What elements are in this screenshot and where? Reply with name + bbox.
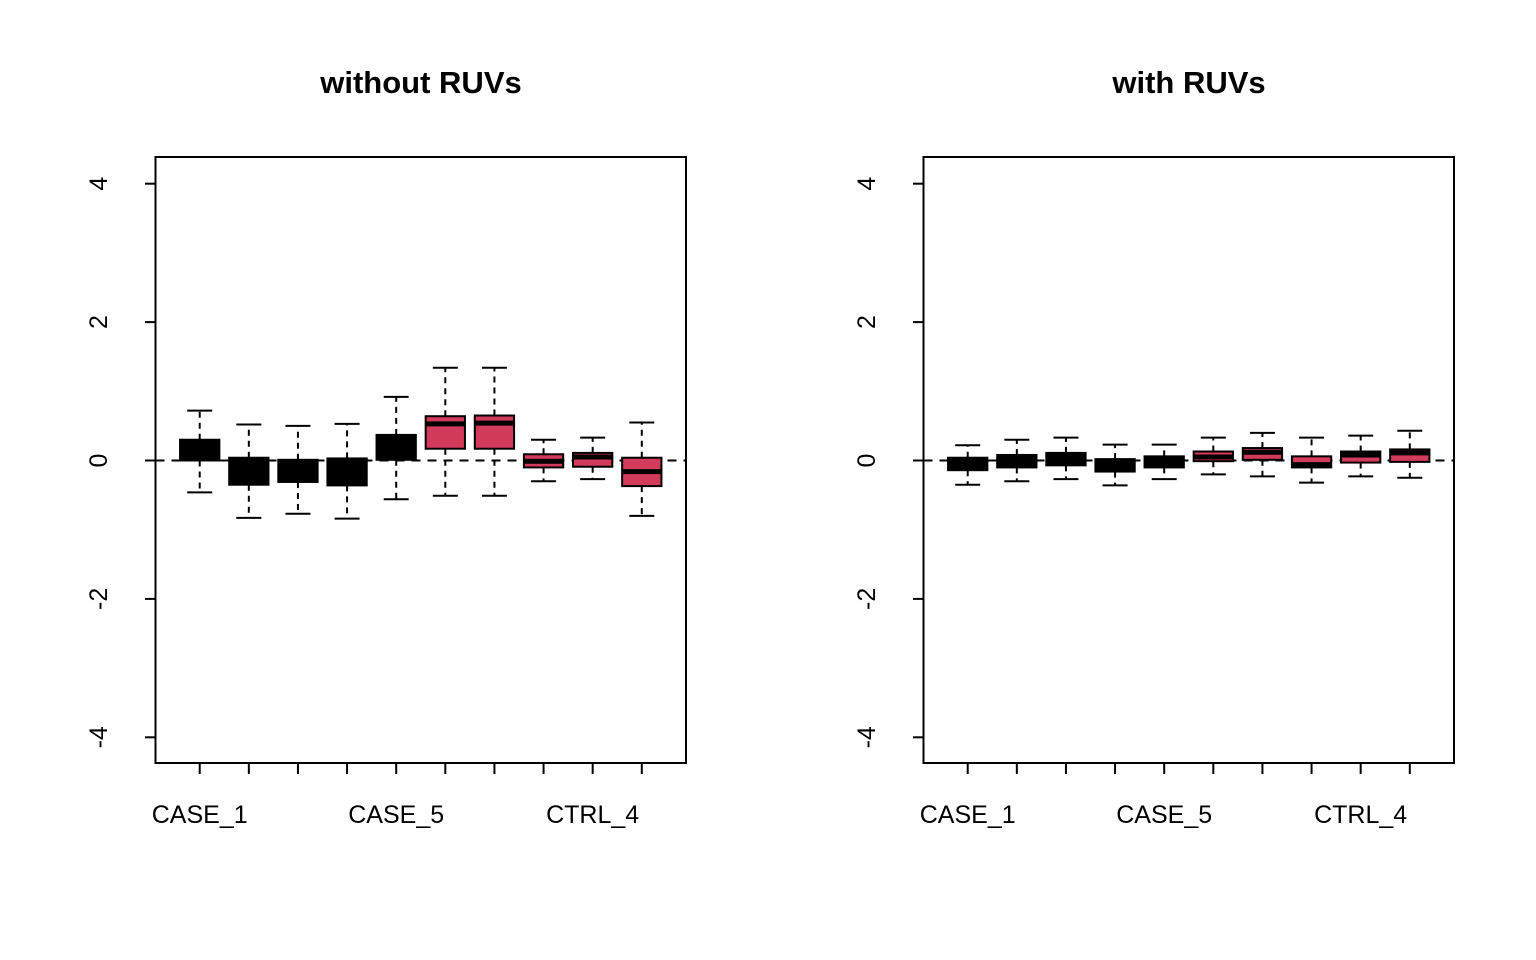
panel-with-ruvs: with RUVs -4 -2 0 2 4 CASE_1 CASE_5 CTRL_4 bbox=[768, 0, 1536, 960]
x-axis-tick-label: CASE_5 bbox=[1116, 801, 1212, 829]
box-ctrl-10 bbox=[621, 421, 663, 517]
chart-title-without-ruvs: without RUVs bbox=[319, 65, 522, 100]
box-case-4 bbox=[1094, 443, 1136, 487]
boxplot-without-ruvs-svg: without RUVs -4 -2 0 2 4 CASE_1 CASE_5 CTRL_4 bbox=[85, 65, 687, 829]
box-case-3 bbox=[277, 424, 319, 515]
x-axis-tick-label: CASE_5 bbox=[348, 801, 444, 829]
box-case-5 bbox=[1143, 443, 1185, 481]
x-axis-tick-label: CTRL_4 bbox=[546, 801, 639, 829]
y-axis-tick-label: 2 bbox=[85, 315, 113, 329]
box-case-2 bbox=[996, 438, 1038, 483]
box-ctrl-6 bbox=[1192, 436, 1234, 476]
box-ctrl-7 bbox=[1241, 431, 1284, 478]
box-case-1 bbox=[179, 409, 221, 494]
box-case-4 bbox=[326, 422, 368, 520]
box-case-2 bbox=[228, 423, 270, 519]
boxplot-with-ruvs-svg: with RUVs -4 -2 0 2 4 CASE_1 CASE_5 CTRL_4 bbox=[853, 65, 1455, 829]
iqr-box bbox=[1290, 455, 1333, 469]
iqr-box bbox=[424, 415, 466, 450]
plot-area-with-ruvs: -4 -2 0 2 4 CASE_1 CASE_5 CTRL_4 bbox=[853, 156, 1455, 829]
panel-without-ruvs: without RUVs -4 -2 0 2 4 CASE_1 CASE_5 CTRL_4 bbox=[85, 65, 687, 829]
y-axis-tick-label: 0 bbox=[85, 454, 113, 468]
y-axis-tick-label: -4 bbox=[85, 726, 113, 748]
box-case-5 bbox=[375, 395, 417, 501]
iqr-box bbox=[473, 414, 516, 450]
x-axis-tick-label: CASE_1 bbox=[152, 801, 248, 829]
box-ctrl-7 bbox=[473, 366, 516, 497]
y-axis-tick-label: 4 bbox=[85, 177, 113, 191]
y-axis-tick-label: 4 bbox=[853, 177, 881, 191]
chart-title-with-ruvs: with RUVs bbox=[1111, 65, 1265, 100]
box-ctrl-9 bbox=[1340, 434, 1382, 478]
box-ctrl-10 bbox=[1389, 429, 1431, 479]
iqr-box bbox=[179, 438, 221, 462]
plot-area-without-ruvs: -4 -2 0 2 4 CASE_1 CASE_5 CTRL_4 bbox=[85, 156, 687, 829]
x-axis-tick-label: CASE_1 bbox=[920, 801, 1016, 829]
box-case-1 bbox=[947, 444, 989, 486]
x-axis-tick-label: CTRL_4 bbox=[1314, 801, 1407, 829]
y-axis-tick-label: 0 bbox=[853, 454, 881, 468]
box-ctrl-6 bbox=[424, 366, 466, 497]
y-axis-tick-label: -2 bbox=[85, 588, 113, 610]
box-ctrl-8 bbox=[522, 438, 565, 483]
y-axis-tick-label: -2 bbox=[853, 588, 881, 610]
box-ctrl-9 bbox=[572, 436, 614, 481]
box-case-3 bbox=[1045, 436, 1087, 481]
y-axis-tick-label: -4 bbox=[853, 726, 881, 748]
box-ctrl-8 bbox=[1290, 436, 1333, 484]
y-axis-tick-label: 2 bbox=[853, 315, 881, 329]
